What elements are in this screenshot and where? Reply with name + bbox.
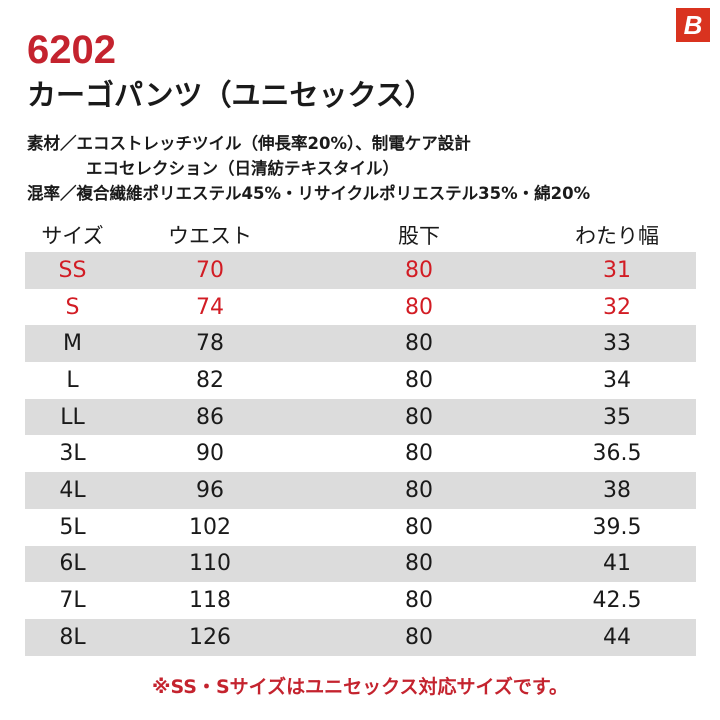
cell-thigh: 31 <box>603 257 631 283</box>
cell-waist: 90 <box>196 441 224 467</box>
cell-size: M <box>63 331 82 357</box>
cell-inseam: 80 <box>405 588 433 614</box>
cell-waist: 118 <box>189 588 231 614</box>
cell-size: SS <box>58 257 87 283</box>
table-row: 8L 126 80 44 <box>25 618 696 656</box>
table-header: サイズ ウエスト 股下 わたり幅 <box>25 218 696 252</box>
cell-inseam: 80 <box>405 257 433 283</box>
table-row: LL 86 80 35 <box>25 398 696 436</box>
cell-inseam: 80 <box>405 551 433 577</box>
cell-thigh: 41 <box>603 551 631 577</box>
header-thigh: わたり幅 <box>575 224 659 248</box>
cell-thigh: 39.5 <box>592 514 642 540</box>
cell-size: LL <box>60 404 85 430</box>
cell-inseam: 80 <box>405 294 433 320</box>
header-size: サイズ <box>41 224 104 248</box>
cell-size: 7L <box>59 588 86 614</box>
cell-size: 3L <box>59 441 86 467</box>
cell-waist: 110 <box>189 551 231 577</box>
cell-size: 8L <box>59 624 86 650</box>
cell-thigh: 36.5 <box>592 441 642 467</box>
model-number: 6202 <box>27 28 116 72</box>
table-row: 3L 90 80 36.5 <box>25 435 696 472</box>
cell-waist: 86 <box>196 404 224 430</box>
cell-waist: 102 <box>189 514 231 540</box>
table-row: L 82 80 34 <box>25 362 696 399</box>
cell-waist: 74 <box>196 294 224 320</box>
table-row: M 78 80 33 <box>25 325 696 363</box>
cell-waist: 126 <box>189 624 231 650</box>
product-name: カーゴパンツ（ユニセックス） <box>27 78 434 112</box>
material-spec-line1: 素材／エコストレッチツイル（伸長率20%）、制電ケア設計 <box>27 134 471 153</box>
table-row: 4L 96 80 38 <box>25 472 696 509</box>
header-inseam: 股下 <box>398 224 440 248</box>
material-spec-line2: エコセレクション（日清紡テキスタイル） <box>86 159 400 178</box>
cell-thigh: 35 <box>603 404 631 430</box>
cell-waist: 78 <box>196 331 224 357</box>
blend-spec: 混率／複合繊維ポリエステル45%・リサイクルポリエステル35%・綿20% <box>27 184 591 203</box>
table-body: SS 70 80 31 S 74 80 32 M 78 80 33 L 82 80 34 LL 86 80 35 3L 9… <box>25 252 696 656</box>
cell-thigh: 44 <box>603 624 631 650</box>
table-row: S 74 80 32 <box>25 289 696 326</box>
brand-logo: B <box>676 8 710 42</box>
table-row: 7L 118 80 42.5 <box>25 582 696 619</box>
table-row: 5L 102 80 39.5 <box>25 509 696 546</box>
cell-inseam: 80 <box>405 514 433 540</box>
cell-waist: 70 <box>196 257 224 283</box>
cell-waist: 96 <box>196 477 224 503</box>
cell-inseam: 80 <box>405 477 433 503</box>
cell-inseam: 80 <box>405 404 433 430</box>
cell-thigh: 34 <box>603 367 631 393</box>
cell-size: 4L <box>59 477 86 503</box>
cell-inseam: 80 <box>405 441 433 467</box>
cell-inseam: 80 <box>405 624 433 650</box>
table-row: SS 70 80 31 <box>25 252 696 289</box>
burtle-b-logo-icon: B <box>683 9 703 40</box>
size-table: サイズ ウエスト 股下 わたり幅 SS 70 80 31 S 74 80 32 M 78 80 33 L… <box>25 218 696 656</box>
cell-inseam: 80 <box>405 331 433 357</box>
cell-thigh: 33 <box>603 331 631 357</box>
table-row: 6L 110 80 41 <box>25 545 696 583</box>
cell-waist: 82 <box>196 367 224 393</box>
cell-size: 6L <box>59 551 86 577</box>
cell-size: 5L <box>59 514 86 540</box>
cell-thigh: 32 <box>603 294 631 320</box>
footer-note: ※SS・Sサイズはユニセックス対応サイズです。 <box>151 676 569 698</box>
cell-inseam: 80 <box>405 367 433 393</box>
cell-size: S <box>65 294 80 320</box>
cell-size: L <box>66 367 79 393</box>
cell-thigh: 42.5 <box>592 588 642 614</box>
cell-thigh: 38 <box>603 477 631 503</box>
header-waist: ウエスト <box>168 224 252 248</box>
